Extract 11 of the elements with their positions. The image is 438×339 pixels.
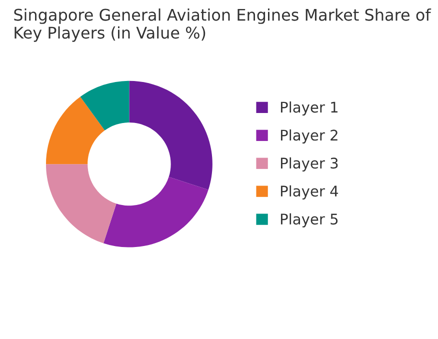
donut-slice	[103, 176, 208, 248]
legend-label: Player 3	[280, 157, 338, 172]
donut-slice	[46, 164, 116, 244]
legend-label: Player 4	[280, 185, 338, 200]
chart-title: Singapore General Aviation Engines Market Share of Key Players (in Value %)	[14, 8, 432, 42]
donut-slice	[129, 80, 212, 190]
donut-slice	[80, 80, 130, 130]
legend-label: Player 2	[280, 129, 338, 144]
donut-slice	[46, 96, 105, 164]
legend-label: Player 1	[280, 101, 338, 116]
legend-label: Player 5	[280, 213, 338, 228]
